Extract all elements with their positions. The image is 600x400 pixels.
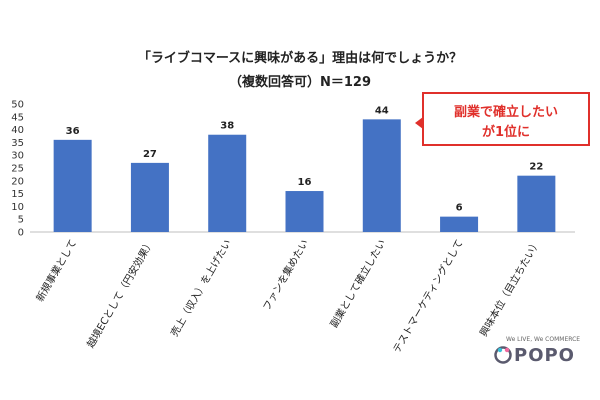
- popo-logo: We LIVE, We COMMERCE POPO: [492, 336, 592, 376]
- bar: [53, 139, 92, 232]
- bar: [362, 119, 401, 232]
- category-label: 副業として確立したい: [327, 237, 388, 330]
- bar: [130, 162, 169, 232]
- bar-value-label: 22: [529, 162, 543, 173]
- y-tick-label: 45: [11, 112, 24, 123]
- chart-title: 「ライブコマースに興味がある」理由は何でしょうか？: [137, 51, 463, 66]
- bar-value-label: 6: [456, 203, 463, 214]
- y-tick-label: 15: [11, 189, 24, 200]
- category-label: ファンを集めたい: [260, 237, 311, 313]
- bar: [517, 175, 556, 232]
- bar: [208, 134, 247, 232]
- chart-subtitle: （複数回答可）N＝129: [228, 75, 372, 90]
- y-tick-label: 40: [11, 125, 24, 136]
- category-label: 越境ECとして（円安効果）: [84, 237, 157, 350]
- category-label: 新規事業として: [33, 237, 79, 304]
- y-tick-label: 20: [11, 176, 24, 187]
- category-label: 売上（収入）を上げたい: [168, 237, 234, 339]
- bar-value-label: 16: [298, 177, 312, 188]
- category-label: テストマーケティングとして: [390, 237, 466, 355]
- category-label: 興味本位（目立ちたい）: [477, 237, 543, 339]
- y-tick-label: 0: [18, 228, 24, 239]
- bar: [285, 191, 324, 232]
- callout-box: 副業で確立したい が1位に: [422, 92, 590, 146]
- y-tick-label: 50: [11, 100, 24, 111]
- y-tick-label: 30: [11, 151, 24, 162]
- bar-value-label: 27: [143, 149, 157, 160]
- logo-tagline: We LIVE, We COMMERCE: [506, 336, 581, 343]
- y-tick-label: 25: [11, 164, 24, 175]
- y-tick-label: 5: [18, 215, 24, 226]
- callout-pointer: [415, 117, 423, 129]
- y-tick-label: 35: [11, 138, 24, 149]
- callout-text-line1: 副業で確立したい: [453, 105, 558, 120]
- bar: [440, 216, 479, 232]
- logo-wordmark: POPO: [514, 345, 575, 366]
- bar-value-label: 44: [375, 105, 389, 116]
- bar-value-label: 38: [220, 121, 234, 132]
- bar-value-label: 36: [66, 126, 80, 137]
- logo-mark-icon: [494, 346, 512, 364]
- callout-text-line2: が1位に: [481, 125, 531, 140]
- y-tick-label: 10: [11, 202, 24, 213]
